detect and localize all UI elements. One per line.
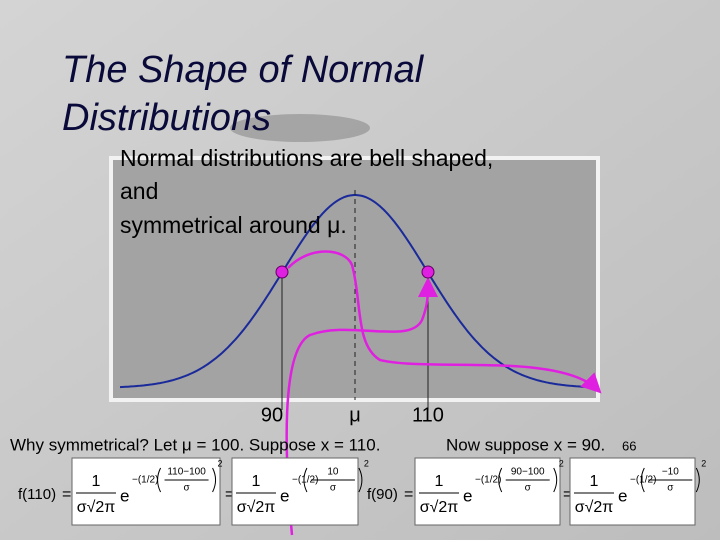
coefficient: −(1/2) — [475, 475, 501, 486]
paren — [157, 467, 162, 493]
body-line: Normal distributions are bell shaped, — [120, 145, 493, 171]
equals: = — [404, 486, 413, 503]
inner-denominator: σ — [667, 483, 674, 494]
base: e — [463, 486, 472, 505]
power: 2 — [364, 458, 369, 468]
caption: Why symmetrical? Let μ = 100. Suppose x … — [10, 435, 380, 454]
formula-label: f(110) — [18, 486, 56, 503]
inner-numerator: 90−100 — [511, 467, 545, 478]
power: 2 — [701, 458, 706, 468]
numerator: 1 — [252, 473, 261, 490]
title-line: Distributions — [62, 97, 271, 139]
axis-label: 110 — [412, 404, 444, 426]
body-line: and — [120, 178, 158, 204]
denominator: σ√2π — [420, 499, 459, 516]
caption: Now suppose x = 90. — [446, 435, 605, 454]
coefficient: −(1/2) — [132, 475, 158, 486]
formula-box — [414, 457, 561, 526]
formula-label: f(90) — [367, 486, 398, 503]
numerator: 1 — [435, 473, 444, 490]
formula-box — [71, 457, 221, 526]
numerator: 1 — [92, 473, 101, 490]
paren — [303, 467, 308, 493]
formula-box — [231, 457, 359, 526]
denominator: σ√2π — [77, 499, 116, 516]
axis-label: 90 — [261, 404, 283, 426]
title-shadow — [230, 114, 370, 142]
paren — [498, 467, 503, 493]
inner-denominator: σ — [183, 483, 190, 494]
equals: = — [225, 486, 234, 503]
coefficient: −(1/2) — [292, 475, 318, 486]
inner-denominator: σ — [330, 483, 337, 494]
page-number: 66 — [622, 438, 636, 453]
inner-numerator: 10 — [327, 467, 339, 478]
inner-numerator: −10 — [662, 467, 679, 478]
coefficient: −(1/2) — [630, 475, 656, 486]
arrow — [285, 277, 438, 536]
paren — [358, 467, 363, 493]
formulas: f(110) =1σ√2πe−(1/2)110−100σ2=1σ√2πe−(1/2… — [18, 457, 706, 526]
paren — [212, 467, 217, 493]
denominator: σ√2π — [575, 499, 614, 516]
title-line: The Shape of Normal — [62, 49, 425, 91]
equals: = — [62, 486, 71, 503]
numerator: 1 — [590, 473, 599, 490]
arrow — [287, 250, 602, 394]
point — [275, 265, 289, 279]
axis-label: μ — [349, 404, 361, 426]
power: 2 — [218, 458, 223, 468]
inner-denominator: σ — [525, 483, 532, 494]
base: e — [280, 486, 289, 505]
point — [421, 265, 435, 279]
body-line: symmetrical around μ. — [120, 212, 347, 238]
power: 2 — [559, 458, 564, 468]
paren — [553, 467, 558, 493]
paren — [640, 467, 645, 493]
base: e — [618, 486, 627, 505]
denominator: σ√2π — [237, 499, 276, 516]
base: e — [120, 486, 129, 505]
formula-box — [569, 457, 696, 526]
equals: = — [563, 486, 572, 503]
paren — [695, 467, 700, 493]
inner-numerator: 110−100 — [167, 467, 206, 478]
